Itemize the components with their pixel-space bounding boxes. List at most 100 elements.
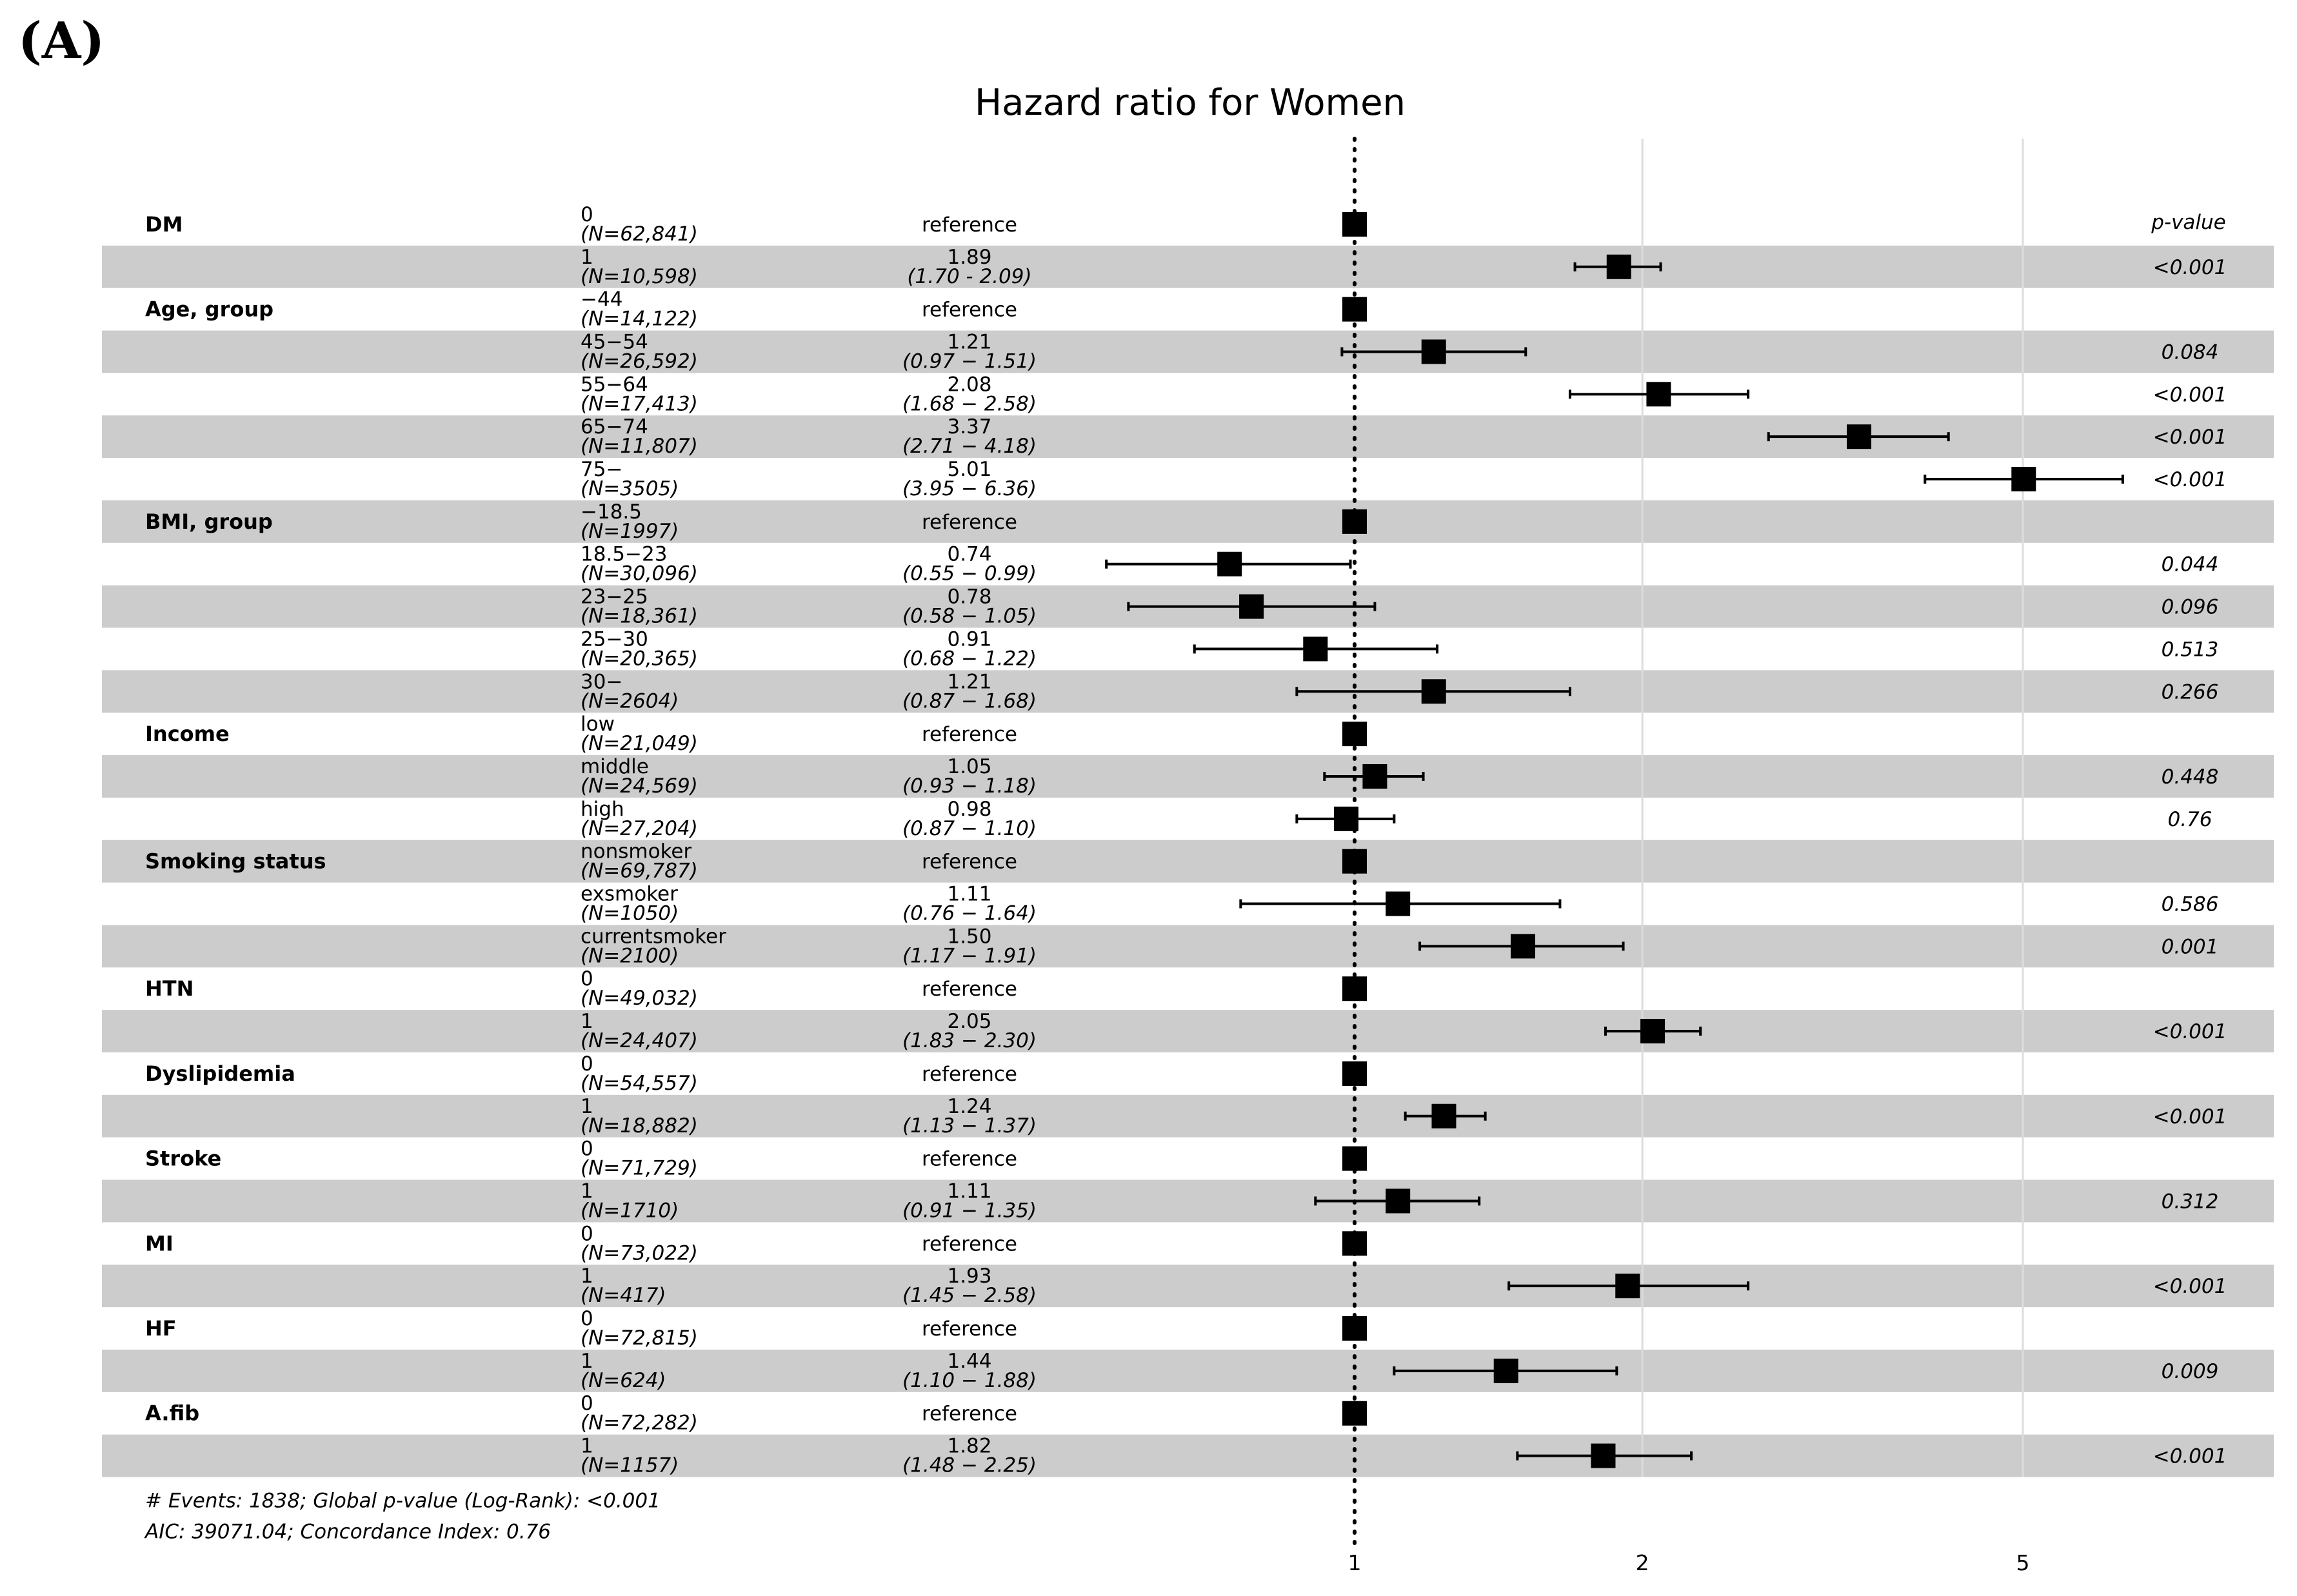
estimate-label: reference [922,1403,1017,1426]
level-label: 0 [581,967,593,990]
x-tick-label: 5 [2016,1550,2030,1575]
hazard-ratio-point [1333,806,1358,831]
estimate-label: reference [922,511,1017,534]
ci-label: (0.91 − 1.35) [902,1199,1037,1222]
table-row: Age, group −44(N=14,122) reference [145,288,1367,331]
level-label: 0 [581,1138,593,1161]
table-row: BMI, group −18.5(N=1997) reference [145,500,1367,543]
n-label: (N=54,557) [581,1072,698,1095]
variable-label: Smoking status [145,849,326,874]
x-tick-label: 1 [1348,1550,1362,1575]
x-axis: 1 2 5 [1348,1550,2030,1575]
pvalue-label: 0.448 [2162,765,2219,789]
table-row: HF 0(N=72,815) reference [145,1307,1367,1350]
table-row: 75−(N=3505) 5.01(3.95 − 6.36) <0.001 [581,458,2227,500]
estimate-label: reference [922,723,1017,746]
ci-label: (0.87 − 1.68) [902,689,1037,713]
ci-label: (0.68 − 1.22) [902,647,1037,670]
n-label: (N=20,365) [581,647,698,670]
level-label: 25−30 [581,627,648,651]
n-label: (N=1710) [581,1199,679,1222]
variable-label: Income [145,722,230,746]
n-label: (N=18,882) [581,1114,698,1138]
level-label: 0 [581,203,593,226]
ci-label: (1.17 − 1.91) [902,944,1037,967]
pvalue-label: 0.001 [2162,935,2219,958]
row-stripe [102,755,2274,798]
hazard-ratio-point [1342,509,1367,534]
level-label: 1 [581,1435,593,1458]
estimate-label: 1.44 [947,1350,991,1373]
level-label: 1 [581,1095,593,1118]
hazard-ratio-point [1362,764,1387,789]
footer-note: AIC: 39071.04; Concordance Index: 0.76 [144,1521,551,1544]
variable-label: BMI, group [145,509,273,534]
table-row: 1(N=18,882) 1.24(1.13 − 1.37) <0.001 [581,1095,2227,1138]
pvalue-label: <0.001 [2153,1445,2227,1468]
variable-label: HTN [145,976,194,1001]
table-row: Income low(N=21,049) reference [145,713,1367,755]
ci-label: (1.83 − 2.30) [902,1029,1037,1052]
hazard-ratio-point [1431,1103,1457,1128]
estimate-label: 0.74 [947,543,991,566]
footer-note: # Events: 1838; Global p-value (Log-Rank… [145,1490,661,1513]
table-row: MI 0(N=73,022) reference [145,1222,1367,1265]
ci-label: (0.55 − 0.99) [902,562,1037,586]
pvalue-label: 0.084 [2162,340,2219,364]
row-stripe [102,670,2274,713]
hazard-ratio-point [1342,976,1367,1001]
pvalue-label: <0.001 [2153,468,2227,491]
table-row: 65−74(N=11,807) 3.37(2.71 − 4.18) <0.001 [581,415,2227,458]
pvalue-header: p-value [2151,211,2226,234]
n-label: (N=10,598) [581,265,698,288]
pvalue-label: <0.001 [2153,256,2227,279]
pvalue-label: 0.096 [2162,596,2219,619]
estimate-label: 1.82 [947,1435,991,1458]
n-label: (N=72,815) [581,1326,698,1350]
hazard-ratio-point [1510,934,1535,959]
hazard-ratio-point [1386,891,1411,916]
variable-label: Age, group [145,297,273,322]
level-label: high [581,798,624,821]
hazard-ratio-point [1342,1401,1367,1426]
level-label: −18.5 [581,500,642,524]
row-stripe [102,1010,2274,1052]
pvalue-label: <0.001 [2153,1275,2227,1298]
estimate-label: reference [922,1063,1017,1086]
n-label: (N=1997) [581,520,679,543]
table-row: 1(N=1710) 1.11(0.91 − 1.35) 0.312 [581,1179,2218,1222]
row-stripe [102,1349,2274,1392]
n-label: (N=24,569) [581,774,698,798]
n-label: (N=417) [581,1284,666,1307]
row-stripe [102,840,2274,883]
hazard-ratio-point [1342,1146,1367,1171]
hazard-ratio-point [1342,1316,1367,1341]
estimate-label: 1.11 [947,883,991,906]
footer: # Events: 1838; Global p-value (Log-Rank… [144,1490,661,1544]
pvalue-label: <0.001 [2153,426,2227,449]
hazard-ratio-point [1239,594,1264,619]
table-row: 45−54(N=26,592) 1.21(0.97 − 1.51) 0.084 [581,330,2218,373]
table-row: A.fib 0(N=72,282) reference [145,1392,1367,1435]
level-label: 18.5−23 [581,543,667,566]
hazard-ratio-point [1421,679,1446,704]
n-label: (N=30,096) [581,562,698,586]
ci-label: (0.87 − 1.10) [902,817,1037,840]
n-label: (N=21,049) [581,732,698,755]
n-label: (N=69,787) [581,860,698,883]
pvalue-label: 0.76 [2167,808,2212,831]
hazard-ratio-point [1342,1231,1367,1256]
table-row: 25−30(N=20,365) 0.91(0.68 − 1.22) 0.513 [581,627,2218,670]
n-label: (N=17,413) [581,392,698,415]
table-row: exsmoker(N=1050) 1.11(0.76 − 1.64) 0.586 [581,883,2218,925]
estimate-label: 1.21 [947,670,991,693]
hazard-ratio-point [2011,467,2036,492]
table-row: 55−64(N=17,413) 2.08(1.68 − 2.58) <0.001 [581,373,2227,415]
ci-label: (3.95 − 6.36) [902,477,1037,500]
table-row: DM 0(N=62,841) reference [145,203,1367,246]
pvalue-label: 0.513 [2162,638,2219,661]
ci-label: (1.70 - 2.09) [907,265,1031,288]
table-row: 18.5−23(N=30,096) 0.74(0.55 − 0.99) 0.044 [581,543,2218,586]
level-label: 0 [581,1392,593,1415]
